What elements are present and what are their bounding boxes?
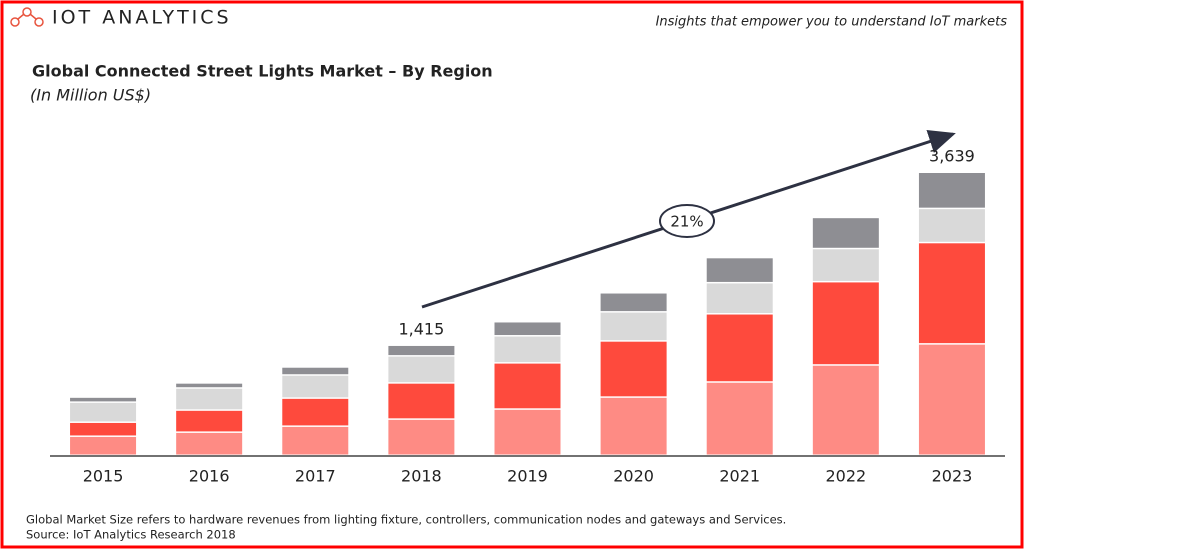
- bar-segment: [706, 382, 773, 455]
- bar-segment: [812, 365, 879, 455]
- bar-segment: [176, 410, 243, 432]
- logo: IOT ANALYTICS: [52, 7, 232, 29]
- bar-segment: [706, 314, 773, 382]
- bar-segment: [494, 409, 561, 455]
- bar-segment: [388, 419, 455, 455]
- bar-segment: [176, 432, 243, 455]
- x-tick-label: 2017: [295, 467, 336, 486]
- bar-segment: [918, 243, 985, 344]
- bar-segment: [600, 312, 667, 341]
- bar-segment: [812, 218, 879, 248]
- source: Source: IoT Analytics Research 2018: [26, 528, 236, 542]
- growth-badge: [659, 204, 715, 238]
- bar-segment: [918, 209, 985, 242]
- bar-segment: [176, 388, 243, 410]
- x-tick-label: 2019: [507, 467, 548, 486]
- bar-segment: [282, 426, 349, 455]
- growth-label: 21%: [670, 213, 703, 231]
- bar-segment: [282, 375, 349, 398]
- x-tick-label: 2015: [83, 467, 124, 486]
- bar-segment: [706, 258, 773, 282]
- chart-subtitle: (In Million US$): [30, 86, 151, 105]
- bar-segment: [282, 398, 349, 426]
- bar-segment: [494, 322, 561, 336]
- total-label: 1,415: [398, 319, 444, 338]
- x-tick-label: 2016: [189, 467, 230, 486]
- bar-segment: [70, 422, 137, 436]
- bar-segment: [812, 249, 879, 281]
- bar-segment: [70, 397, 137, 402]
- frame: [0, 0, 1024, 549]
- x-tick-label: 2023: [932, 467, 973, 486]
- bar-segment: [70, 436, 137, 455]
- bar-segment: [388, 345, 455, 356]
- bar-segment: [600, 397, 667, 455]
- bar-segment: [70, 402, 137, 422]
- bar-segment: [918, 173, 985, 208]
- logo-icon: [10, 7, 44, 27]
- total-label: 3,639: [929, 147, 975, 166]
- x-tick-label: 2020: [613, 467, 654, 486]
- bar-segment: [494, 336, 561, 363]
- x-tick-label: 2022: [825, 467, 866, 486]
- footnote: Global Market Size refers to hardware re…: [26, 513, 786, 527]
- bar-segment: [388, 356, 455, 383]
- bar-segment: [706, 283, 773, 314]
- bar-segment: [600, 341, 667, 397]
- bar-segment: [494, 363, 561, 409]
- tagline: Insights that empower you to understand …: [656, 15, 1008, 30]
- bar-segment: [388, 383, 455, 419]
- bar-segment: [918, 344, 985, 455]
- bar-segment: [176, 383, 243, 388]
- x-tick-label: 2021: [719, 467, 760, 486]
- x-tick-label: 2018: [401, 467, 442, 486]
- bar-segment: [812, 282, 879, 365]
- bar-segment: [282, 367, 349, 375]
- chart-title: Global Connected Street Lights Market – …: [32, 62, 493, 81]
- bar-segment: [600, 293, 667, 312]
